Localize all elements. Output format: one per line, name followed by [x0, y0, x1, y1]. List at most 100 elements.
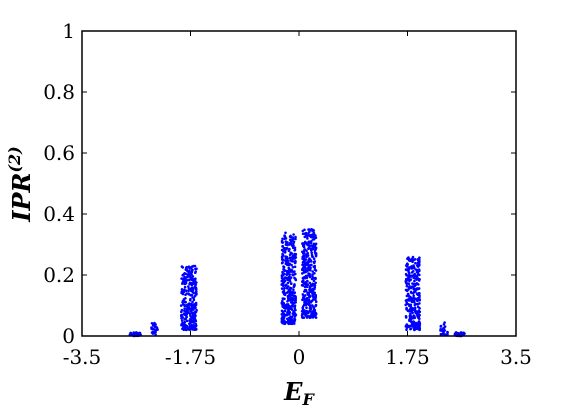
data-point: [311, 247, 315, 251]
data-point: [442, 327, 446, 331]
data-point: [284, 306, 287, 310]
data-point: [302, 242, 305, 246]
data-point: [404, 272, 408, 276]
data-point: [281, 297, 285, 300]
data-point: [302, 254, 306, 258]
data-point: [187, 292, 190, 295]
data-point: [193, 310, 197, 314]
data-point: [301, 229, 305, 233]
data-point: [412, 316, 416, 320]
data-point: [156, 328, 159, 331]
data-point: [285, 258, 289, 261]
data-point: [286, 291, 289, 294]
y-tick-label: 0.6: [43, 141, 75, 165]
data-point: [457, 332, 460, 335]
data-point: [308, 286, 312, 289]
data-point: [283, 286, 286, 290]
data-point: [304, 289, 308, 293]
data-point: [412, 287, 416, 291]
data-point: [294, 237, 297, 241]
data-point: [312, 235, 315, 239]
data-point: [290, 282, 293, 286]
data-point: [188, 322, 191, 326]
data-point: [300, 314, 304, 317]
data-point: [188, 269, 191, 273]
data-point: [413, 290, 416, 294]
data-point: [413, 258, 417, 261]
data-point: [190, 316, 193, 320]
data-point: [287, 306, 290, 310]
data-point: [183, 312, 186, 316]
data-point: [308, 230, 311, 234]
data-point: [281, 290, 285, 294]
data-point: [191, 296, 194, 299]
data-point: [282, 265, 285, 268]
data-point: [416, 287, 420, 291]
data-point: [308, 299, 311, 303]
data-point: [439, 325, 443, 328]
data-point: [301, 298, 304, 302]
data-point: [418, 328, 421, 331]
data-point: [416, 277, 420, 280]
data-point: [154, 329, 157, 333]
data-point: [187, 285, 190, 288]
data-point: [414, 261, 417, 265]
data-point: [309, 247, 313, 250]
axis-ticks: [81, 30, 517, 337]
y-tick-label: 0.4: [43, 202, 75, 226]
data-point: [291, 239, 294, 242]
data-point: [293, 307, 297, 310]
data-point: [443, 321, 446, 324]
data-point: [293, 311, 296, 315]
data-point: [194, 306, 197, 310]
data-point: [302, 296, 305, 299]
data-point: [290, 308, 294, 311]
data-point: [281, 299, 284, 303]
data-point: [288, 268, 291, 271]
data-point: [154, 333, 157, 336]
data-point: [410, 265, 413, 268]
data-point: [281, 274, 285, 277]
data-point: [310, 251, 314, 254]
data-point: [313, 308, 317, 312]
data-point: [187, 327, 191, 331]
data-point: [418, 307, 421, 310]
data-point: [303, 269, 306, 272]
data-point: [291, 260, 295, 263]
data-point: [282, 293, 286, 296]
data-point: [415, 282, 419, 285]
data-point: [405, 284, 409, 288]
data-point: [188, 319, 191, 322]
data-point: [285, 273, 289, 277]
data-point: [418, 273, 421, 277]
data-point: [303, 285, 307, 289]
data-point: [409, 295, 412, 299]
data-point: [188, 312, 192, 316]
data-point: [301, 276, 305, 280]
data-point: [313, 264, 317, 268]
data-point: [189, 303, 193, 307]
data-point: [191, 326, 195, 330]
data-point: [312, 315, 315, 319]
data-point: [294, 313, 298, 317]
data-point: [293, 261, 297, 265]
data-point: [311, 295, 315, 298]
data-point: [192, 308, 195, 311]
data-point: [189, 297, 192, 301]
data-point: [293, 265, 297, 269]
data-point: [287, 322, 290, 326]
data-point: [185, 319, 189, 323]
data-point: [282, 250, 285, 253]
data-point: [291, 303, 295, 307]
data-point: [195, 267, 198, 271]
data-point: [404, 299, 408, 302]
data-point: [288, 256, 292, 260]
data-point: [190, 270, 194, 274]
data-point: [291, 266, 295, 269]
y-tick-label: 0.8: [43, 80, 75, 104]
data-point: [309, 306, 313, 310]
data-point: [408, 314, 412, 318]
data-point: [306, 315, 309, 318]
data-point: [183, 307, 186, 310]
